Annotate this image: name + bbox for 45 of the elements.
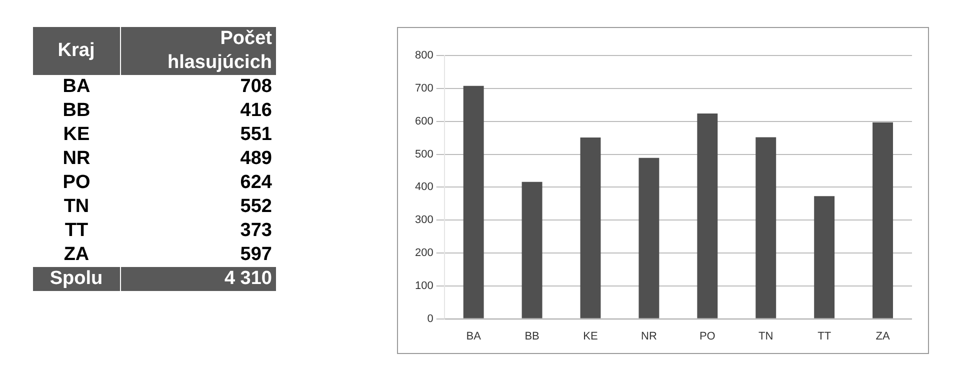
text: 551 <box>239 123 273 147</box>
y-tick-label: 600 <box>414 115 434 128</box>
y-tick-label: 300 <box>414 214 434 226</box>
text: BA <box>62 75 92 99</box>
text: 373 <box>239 219 273 243</box>
text: 624 <box>239 171 273 195</box>
bar <box>697 114 718 318</box>
x-tick-label: ZA <box>876 330 890 342</box>
y-tick-label: 0 <box>427 312 434 325</box>
x-tick-label: BB <box>524 330 540 342</box>
text: 4 310 <box>120 267 276 291</box>
x-tick-label: NR <box>641 330 657 342</box>
text: NR <box>62 147 92 171</box>
bar <box>463 86 484 318</box>
text: BB <box>62 99 92 123</box>
text: Spolu <box>33 267 120 291</box>
y-tick-label: 700 <box>414 82 434 95</box>
text: 552 <box>239 195 273 219</box>
bar <box>522 182 542 318</box>
text: 708 <box>239 75 273 99</box>
y-tick-label: 200 <box>414 247 434 260</box>
text: KE <box>62 123 91 147</box>
text: ZA <box>62 243 90 267</box>
y-tick-label: 500 <box>414 148 434 160</box>
text: PO <box>62 171 92 195</box>
text: Počet hlasujúcich <box>120 27 276 75</box>
y-tick-label: 100 <box>414 280 434 292</box>
text: 416 <box>239 99 273 123</box>
text: TN <box>62 195 90 219</box>
text: Kraj <box>33 27 120 75</box>
x-tick-label: TN <box>758 330 774 342</box>
bar <box>638 158 660 318</box>
text: TT <box>64 219 90 243</box>
bar <box>872 122 893 318</box>
y-tick-label: 400 <box>414 181 434 194</box>
y-tick-label: 800 <box>414 50 434 62</box>
x-tick-label: KE <box>583 330 598 342</box>
text: 489 <box>239 147 273 171</box>
bar <box>756 137 776 318</box>
text: 597 <box>239 243 273 267</box>
bar <box>814 196 835 318</box>
x-tick-label: PO <box>699 330 716 342</box>
x-tick-label: TT <box>818 330 832 342</box>
x-tick-label: BA <box>466 330 482 342</box>
bar <box>580 138 601 318</box>
